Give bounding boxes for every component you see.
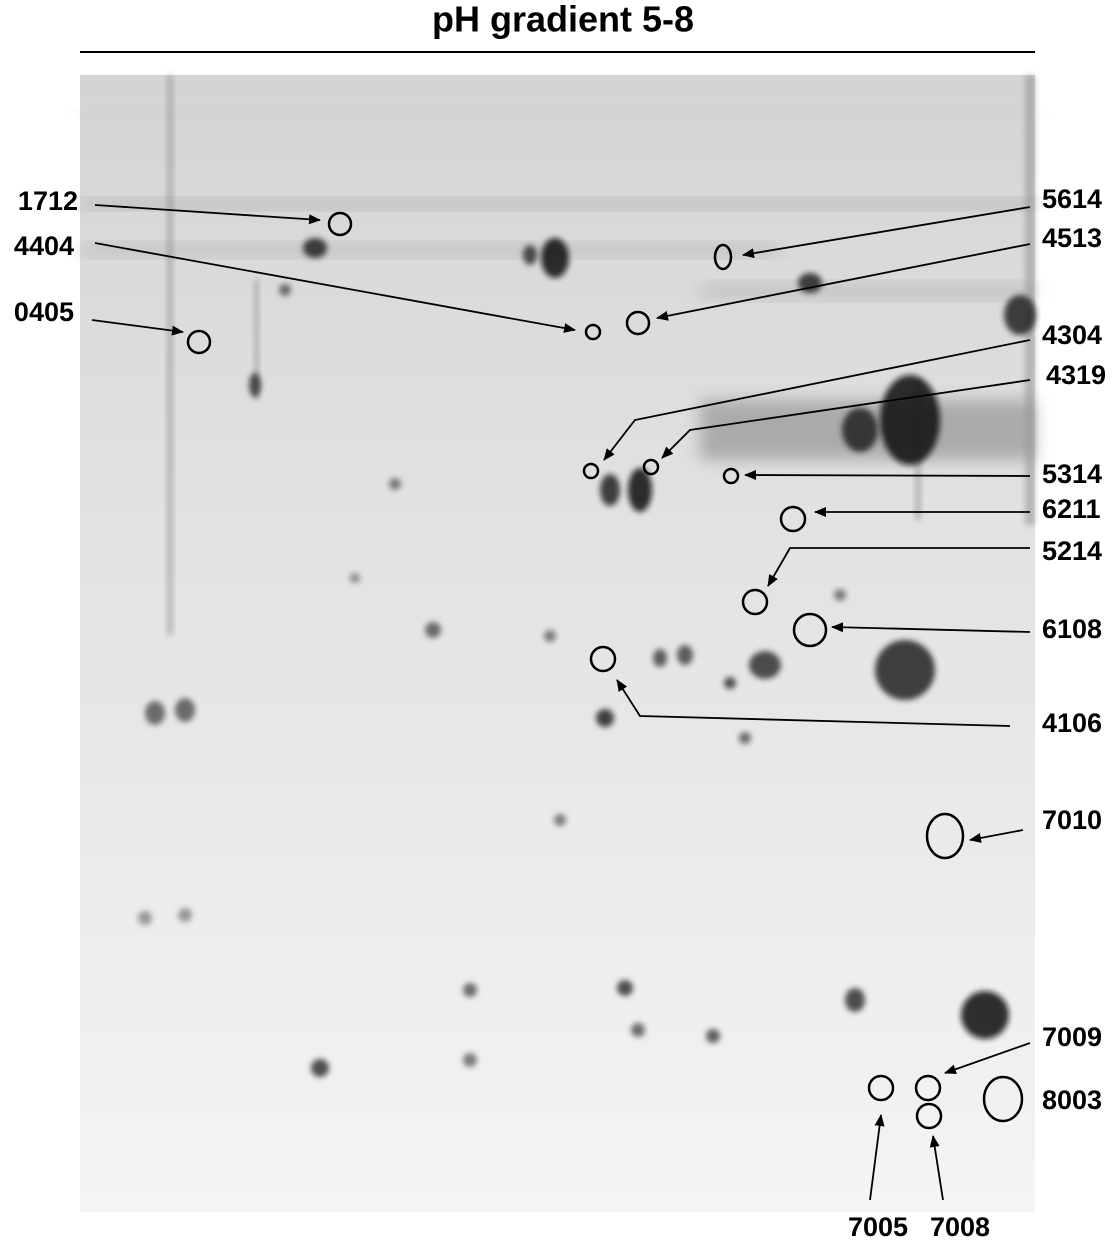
spot [145,701,165,725]
spot-label: 8003 [1042,1085,1102,1115]
spot [554,814,566,826]
spot [178,908,192,922]
spot-label: 5614 [1042,184,1102,214]
spot [311,1059,329,1077]
spot [961,991,1009,1039]
streak [80,245,780,255]
spot [875,640,935,700]
spot [425,622,441,638]
spot [463,983,477,997]
spot-label: 5214 [1042,536,1102,566]
streak [80,200,1035,208]
spot [677,645,693,665]
spot-label: 6108 [1042,614,1102,644]
spot-label: 4304 [1042,320,1102,350]
spot [544,630,556,642]
spot-label: 4513 [1042,223,1102,253]
title: pH gradient 5-8 [432,0,694,40]
spot-label: 4319 [1046,360,1106,390]
spot [653,649,667,667]
spot [389,478,401,490]
spot-label: 7008 [930,1212,990,1242]
spot-label: 4404 [14,231,74,261]
spot [880,375,940,465]
spot-label: 7009 [1042,1022,1102,1052]
spot [1004,295,1036,335]
spot-label: 7010 [1042,805,1102,835]
streak [80,110,1035,116]
spot [842,408,878,452]
spot [739,732,751,744]
spot [279,284,291,296]
spot [175,698,195,722]
spot [463,1053,477,1067]
spot [138,911,152,925]
spot [834,589,846,601]
spot-label: 1712 [18,186,78,216]
spot-label: 6211 [1042,494,1101,524]
spot [617,980,633,996]
spot [350,573,360,583]
spot-label: 4106 [1042,708,1102,738]
spot [706,1029,720,1043]
spot [596,709,614,727]
spot [845,988,865,1012]
spot-label: 7005 [848,1212,908,1242]
spot [631,1023,645,1037]
spot [303,238,327,258]
spot-label: 0405 [14,297,74,327]
streak [700,285,1035,297]
spot [600,474,620,506]
spot [749,651,781,679]
spot [249,373,261,397]
spot [541,238,569,278]
spot [523,245,537,265]
streak [167,75,173,635]
arrow [745,475,1030,476]
spot [724,677,736,689]
figure: pH gradient 5-8 1712 4404 0405 5614 4513 4304… [0,0,1118,1249]
spot-label: 5314 [1042,459,1102,489]
